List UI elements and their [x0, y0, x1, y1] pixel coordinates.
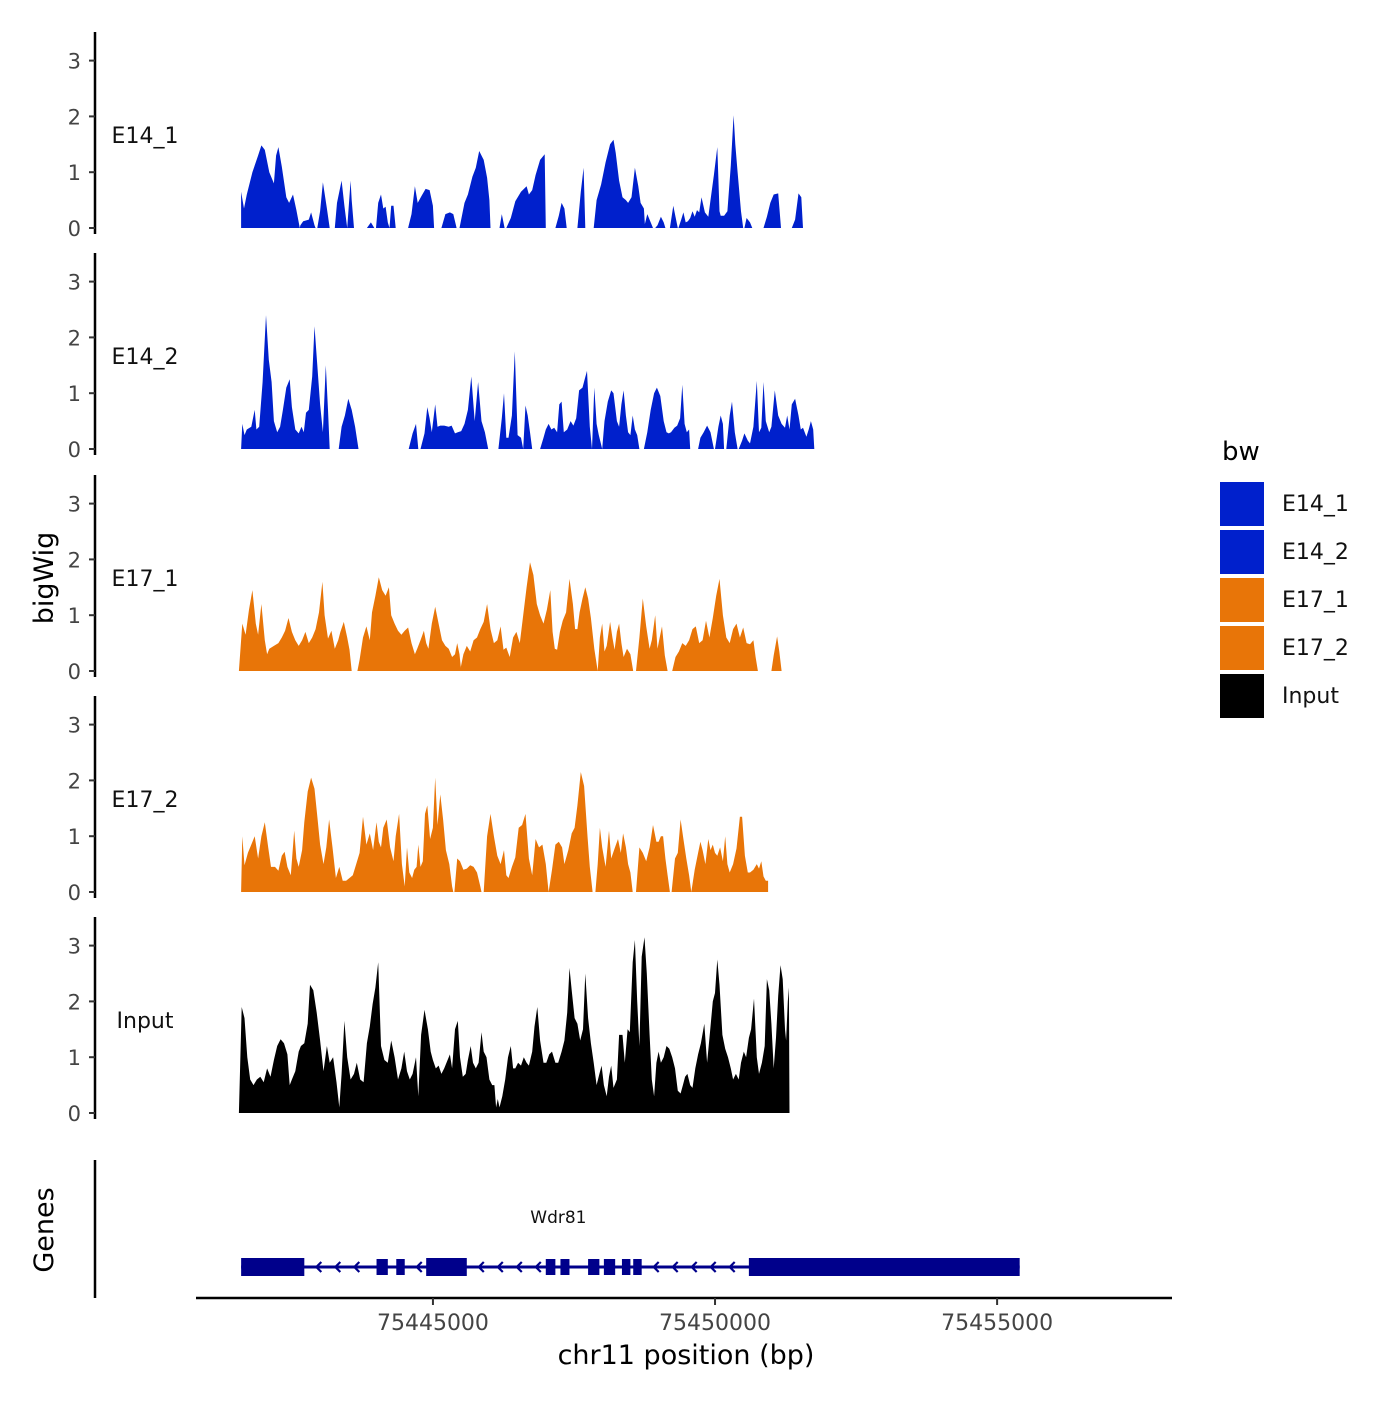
legend-label: E14_1: [1282, 492, 1349, 517]
y-tick-label: 0: [68, 438, 81, 462]
strand-arrow: [690, 1261, 698, 1273]
strand-arrow: [496, 1261, 504, 1273]
track-e14_2: 0 1 2 3 E14_2: [68, 253, 815, 462]
gene-exon: [748, 1258, 1020, 1276]
strand-arrow: [671, 1261, 679, 1273]
y-tick-label: 2: [68, 548, 81, 572]
strand-arrow: [333, 1261, 342, 1273]
y-tick-label: 3: [68, 493, 81, 517]
legend-title: bw: [1222, 437, 1260, 467]
track-input: 0 1 2 3 Input: [68, 917, 790, 1126]
strand-arrow: [314, 1261, 323, 1273]
legend-swatch: [1220, 530, 1264, 574]
track-label: E17_2: [112, 788, 179, 813]
y-tick-label: 2: [68, 769, 81, 793]
strand-arrow: [352, 1261, 361, 1273]
y-tick-label: 1: [68, 161, 81, 185]
y-tick-label: 2: [68, 990, 81, 1014]
series-area-e14_2: [241, 315, 815, 449]
legend-swatch: [1220, 626, 1264, 670]
genes-axis-title: Genes: [29, 1187, 60, 1272]
track-e17_2: 0 1 2 3 E17_2: [68, 696, 769, 905]
y-tick-label: 0: [68, 881, 81, 905]
track-e17_1: 0 1 2 3 E17_1: [68, 475, 782, 684]
gene-exon: [560, 1259, 570, 1275]
gene-exon: [426, 1258, 467, 1276]
legend-swatch: [1220, 674, 1264, 718]
y-tick-label: 2: [68, 326, 81, 350]
strand-arrow: [477, 1261, 485, 1273]
track-label: Input: [117, 1009, 174, 1034]
x-tick-label: 75445000: [377, 1311, 489, 1336]
series-area-e17_1: [238, 562, 782, 671]
legend-label: E14_2: [1282, 540, 1349, 565]
y-tick-label: 0: [68, 660, 81, 684]
gene-exon: [241, 1258, 305, 1276]
track-label: E14_2: [112, 345, 179, 370]
y-tick-label: 0: [68, 217, 81, 241]
legend-swatch: [1220, 482, 1264, 526]
series-area-input: [238, 937, 790, 1113]
y-tick-label: 3: [68, 935, 81, 959]
y-tick-label: 1: [68, 382, 81, 406]
series-area-e14_1: [241, 115, 804, 228]
gene-exon: [621, 1259, 631, 1275]
track-label: E17_1: [112, 567, 179, 592]
strand-arrow: [652, 1261, 660, 1273]
legend-label: Input: [1282, 684, 1339, 709]
strand-arrow: [515, 1261, 523, 1273]
y-tick-label: 1: [68, 825, 81, 849]
gene-exon: [603, 1259, 616, 1275]
y-tick-label: 0: [68, 1102, 81, 1126]
legend: bw E14_1 E14_2 E17_1 E17_2 Input: [1220, 437, 1349, 718]
gene-layer: Wdr81: [241, 1208, 1020, 1276]
strand-arrow: [709, 1261, 717, 1273]
y-tick-label: 3: [68, 271, 81, 295]
gene-label: Wdr81: [530, 1208, 586, 1228]
strand-arrow: [415, 1261, 423, 1273]
track-label: E14_1: [112, 124, 179, 149]
y-tick-label: 3: [68, 714, 81, 738]
legend-swatch: [1220, 578, 1264, 622]
x-tick-label: 75450000: [659, 1311, 771, 1336]
strand-arrow: [728, 1261, 736, 1273]
track-e14_1: 0 1 2 3 E14_1: [68, 32, 804, 241]
legend-label: E17_1: [1282, 588, 1349, 613]
y-tick-label: 2: [68, 105, 81, 129]
y-tick-label: 1: [68, 604, 81, 628]
y-tick-label: 1: [68, 1046, 81, 1070]
gene-exon: [396, 1259, 405, 1275]
legend-label: E17_2: [1282, 636, 1349, 661]
gene-exon: [633, 1259, 642, 1275]
series-area-e17_2: [241, 772, 769, 892]
gene-exon: [545, 1259, 556, 1275]
x-ticks-layer: 75445000 75450000 75455000: [377, 1298, 1053, 1336]
x-axis-title: chr11 position (bp): [558, 1340, 815, 1371]
strand-arrow: [534, 1261, 542, 1273]
gene-exon: [376, 1259, 388, 1275]
tracks-layer: 0 1 2 3 E14_1 0 1 2 3 E14_2 0 1 2 3 E17_1 0 1 2 3 E17_2 0 1 2 3…: [68, 32, 815, 1298]
y-axis-title: bigWig: [29, 532, 60, 625]
y-tick-label: 3: [68, 50, 81, 74]
gene-exon: [588, 1259, 600, 1275]
x-tick-label: 75455000: [941, 1311, 1053, 1336]
